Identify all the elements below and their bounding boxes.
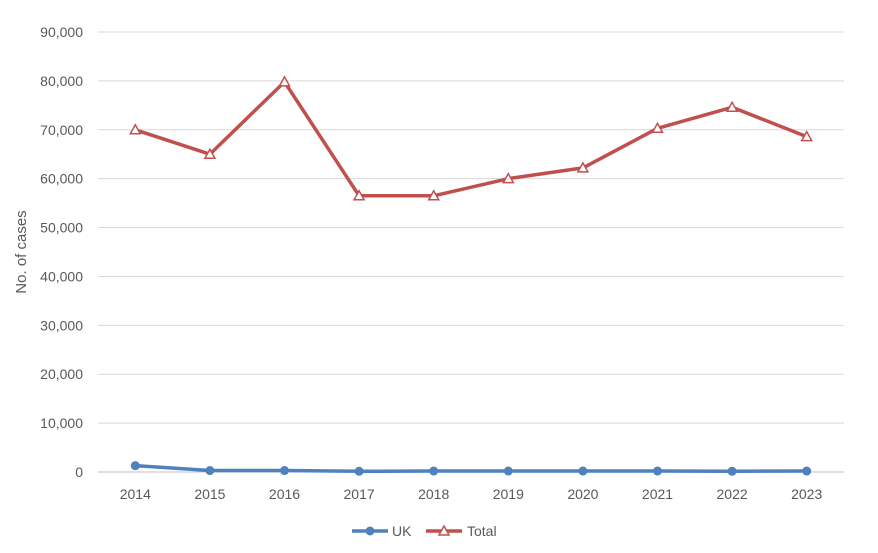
y-tick-label: 20,000 xyxy=(40,366,83,382)
legend: UK Total xyxy=(352,523,497,539)
x-tick-label: 2023 xyxy=(791,486,822,502)
data-point-uk xyxy=(429,466,439,476)
data-point-uk xyxy=(130,461,140,471)
data-point-total xyxy=(427,189,440,201)
y-tick-label: 0 xyxy=(75,464,83,480)
series-uk xyxy=(130,461,812,476)
x-tick-label: 2017 xyxy=(344,486,375,502)
y-tick-label: 10,000 xyxy=(40,415,83,431)
data-point-uk xyxy=(727,466,737,476)
x-tick-label: 2018 xyxy=(418,486,449,502)
y-tick-label: 80,000 xyxy=(40,73,83,89)
series-total xyxy=(129,75,813,201)
data-point-uk xyxy=(354,466,364,476)
y-axis-ticks: 0 10,000 20,000 30,000 40,000 50,000 60,000 70,… xyxy=(40,24,83,480)
y-tick-label: 90,000 xyxy=(40,24,83,40)
data-point-total xyxy=(352,189,366,201)
data-point-uk xyxy=(653,466,662,476)
x-axis-ticks: 2014 2015 2016 2017 2018 2019 2020 2021 2022 2023 xyxy=(120,486,823,502)
data-point-uk xyxy=(802,466,812,476)
data-point-total xyxy=(203,147,217,159)
data-point-total xyxy=(278,75,291,87)
data-point-uk xyxy=(280,466,289,476)
legend-marker xyxy=(365,526,375,536)
data-point-uk xyxy=(503,466,513,476)
y-tick-label: 40,000 xyxy=(40,268,83,284)
y-axis-title: No. of cases xyxy=(13,210,30,293)
series-line-uk xyxy=(135,463,807,474)
data-point-total xyxy=(651,121,664,134)
series-line-total xyxy=(134,80,808,198)
legend-item-uk: UK xyxy=(352,523,412,539)
legend-item-total: Total xyxy=(426,523,497,539)
x-tick-label: 2015 xyxy=(194,486,225,502)
y-tick-label: 70,000 xyxy=(40,122,83,138)
data-point-uk xyxy=(205,466,215,476)
data-point-uk xyxy=(578,466,588,476)
data-point-total xyxy=(129,123,142,135)
data-point-total xyxy=(800,130,813,142)
x-tick-label: 2016 xyxy=(269,486,300,502)
data-point-total xyxy=(725,100,739,113)
x-tick-label: 2020 xyxy=(567,486,598,502)
y-tick-label: 30,000 xyxy=(40,317,83,333)
legend-label: UK xyxy=(392,523,412,539)
x-tick-label: 2022 xyxy=(717,486,748,502)
y-tick-label: 60,000 xyxy=(40,171,83,187)
x-tick-label: 2021 xyxy=(642,486,673,502)
x-tick-label: 2014 xyxy=(120,486,151,502)
series-lines xyxy=(129,75,813,476)
y-tick-label: 50,000 xyxy=(40,220,83,236)
data-point-total xyxy=(576,161,590,173)
data-point-total xyxy=(502,172,515,184)
legend-label: Total xyxy=(467,523,497,539)
x-tick-label: 2019 xyxy=(493,486,524,502)
gridlines xyxy=(98,31,844,473)
legend-marker xyxy=(437,524,451,536)
